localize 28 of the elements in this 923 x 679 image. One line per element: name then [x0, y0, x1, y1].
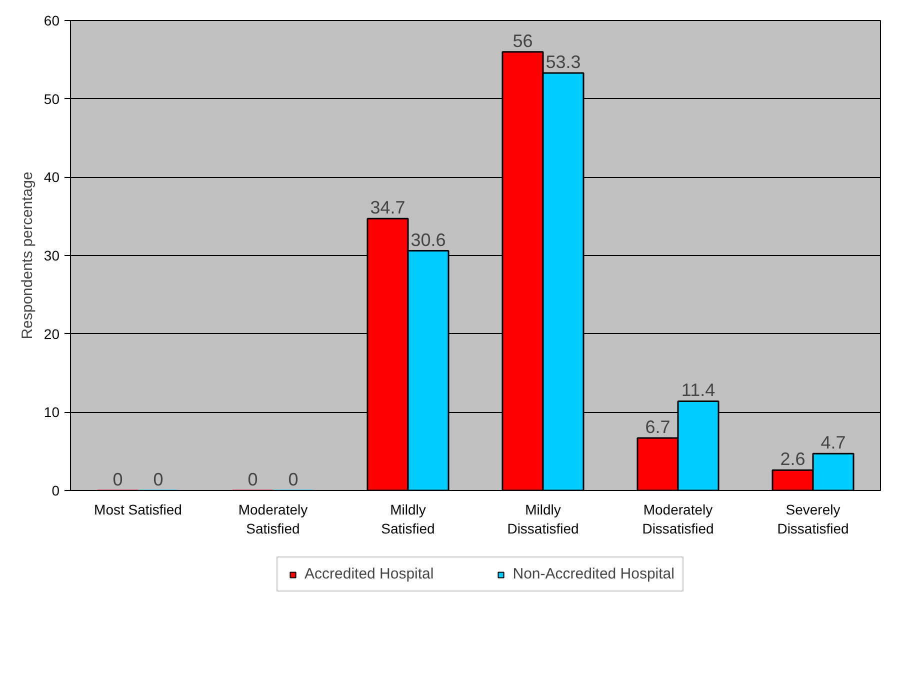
x-tick-label: Mildly Satisfied [381, 502, 435, 537]
data-label: 0 [153, 470, 164, 490]
data-label: 0 [248, 470, 258, 490]
y-tick-label: 20 [44, 326, 60, 342]
y-tick-label: 0 [52, 482, 60, 498]
y-tick-label: 10 [44, 404, 60, 420]
data-label: 53.3 [546, 52, 581, 72]
x-tick-label: Moderately Satisfied [238, 502, 308, 537]
data-label: 34.7 [370, 198, 406, 218]
x-tick-label: Most Satisfied [94, 502, 182, 518]
legend-label: Accredited Hospital [304, 566, 434, 582]
data-label: 11.4 [681, 380, 716, 400]
data-label: 0 [112, 470, 123, 490]
x-tick-label: Moderately Dissatisfied [642, 502, 714, 537]
y-tick-label: 30 [44, 248, 60, 264]
data-label: 4.7 [820, 432, 846, 453]
data-label: 30.6 [410, 230, 446, 250]
data-label: 2.6 [780, 449, 806, 470]
x-tick-label: Severely Dissatisfied [777, 502, 849, 537]
y-tick-label: 40 [44, 169, 60, 186]
legend-label: Non-Accredited Hospital [512, 566, 674, 582]
y-tick-label: 50 [44, 90, 60, 107]
x-tick-label: Mildly Dissatisfied [507, 502, 579, 537]
y-tick-label: 60 [44, 12, 60, 28]
y-axis-title: Respondents percentage [18, 172, 36, 340]
data-label: 0 [288, 470, 298, 490]
data-label: 6.7 [645, 417, 670, 438]
data-label: 56 [512, 30, 533, 51]
